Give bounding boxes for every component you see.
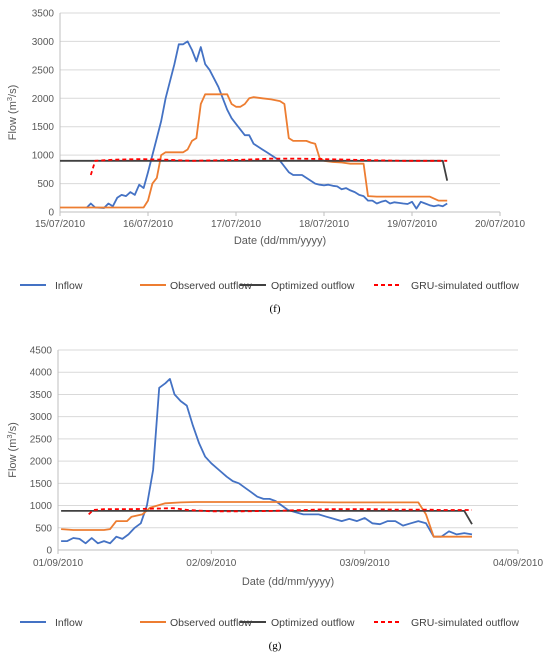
series-line-gru-simulated-outflow [88, 507, 472, 516]
x-tick-label: 04/09/2010 [493, 558, 543, 569]
y-tick-label: 500 [35, 523, 52, 534]
y-tick-label: 1000 [32, 151, 55, 162]
y-tick-label: 3500 [30, 390, 53, 401]
y-tick-label: 2000 [30, 457, 53, 468]
y-tick-label: 4500 [30, 346, 53, 357]
x-tick-label: 15/07/2010 [35, 219, 85, 230]
legend-label: GRU-simulated outflow [411, 280, 519, 292]
x-axis-label: Date (dd/mm/yyyy) [234, 235, 326, 247]
legend-label: Observed outflow [170, 280, 252, 292]
y-tick-label: 0 [48, 208, 54, 219]
legend: Inflow Observed outflow Optimized outflow G… [20, 617, 519, 629]
x-tick-label: 20/07/2010 [475, 219, 525, 230]
y-tick-label: 0 [46, 546, 52, 557]
legend-label: Inflow [55, 280, 83, 292]
series-line-optimized-outflow [61, 510, 473, 525]
series-line-optimized-outflow [60, 159, 449, 181]
legend-label: Optimized outflow [271, 280, 355, 292]
x-tick-label: 16/07/2010 [123, 219, 173, 230]
y-tick-label: 1500 [32, 122, 55, 133]
y-tick-label: 3000 [32, 37, 55, 48]
x-tick-label: 01/09/2010 [33, 558, 83, 569]
legend-label: Inflow [55, 617, 83, 629]
panel-label: (f) [270, 303, 281, 315]
chart-panel-g: 0 500 1000 1500 2000 2500 3000 3500 4000 4500 01/0… [5, 346, 543, 653]
series-line-observed-outflow [60, 93, 448, 209]
panel-label: (g) [269, 640, 282, 652]
y-tick-label: 2500 [32, 65, 55, 76]
x-tick-label: 02/09/2010 [186, 558, 236, 569]
series-line-inflow [61, 378, 473, 545]
series-line-inflow [85, 40, 448, 210]
x-tick-label: 19/07/2010 [387, 219, 437, 230]
x-tick-label: 03/09/2010 [340, 558, 390, 569]
series-line-gru-simulated-outflow [89, 157, 448, 176]
y-axis-label: Flow (m3/s) [5, 85, 19, 141]
y-tick-label: 2500 [30, 434, 53, 445]
legend-label: Optimized outflow [271, 617, 355, 629]
legend-label: Observed outflow [170, 617, 252, 629]
y-tick-label: 3500 [32, 9, 55, 20]
y-tick-label: 500 [37, 179, 54, 190]
x-axis-label: Date (dd/mm/yyyy) [242, 576, 334, 588]
y-tick-label: 3000 [30, 412, 53, 423]
legend: Inflow Observed outflow Optimized outflow G… [20, 280, 519, 292]
chart-panel-f: 0 500 1000 1500 2000 2500 3000 3500 15/07/2010 16… [5, 9, 525, 316]
legend-label: GRU-simulated outflow [411, 617, 519, 629]
y-axis-label: Flow (m3/s) [5, 422, 19, 478]
x-tick-label: 18/07/2010 [299, 219, 349, 230]
x-tick-label: 17/07/2010 [211, 219, 261, 230]
y-tick-label: 4000 [30, 368, 53, 379]
y-tick-label: 1000 [30, 501, 53, 512]
series-line-observed-outflow [61, 501, 472, 538]
y-tick-label: 1500 [30, 479, 53, 490]
y-tick-label: 2000 [32, 94, 55, 105]
